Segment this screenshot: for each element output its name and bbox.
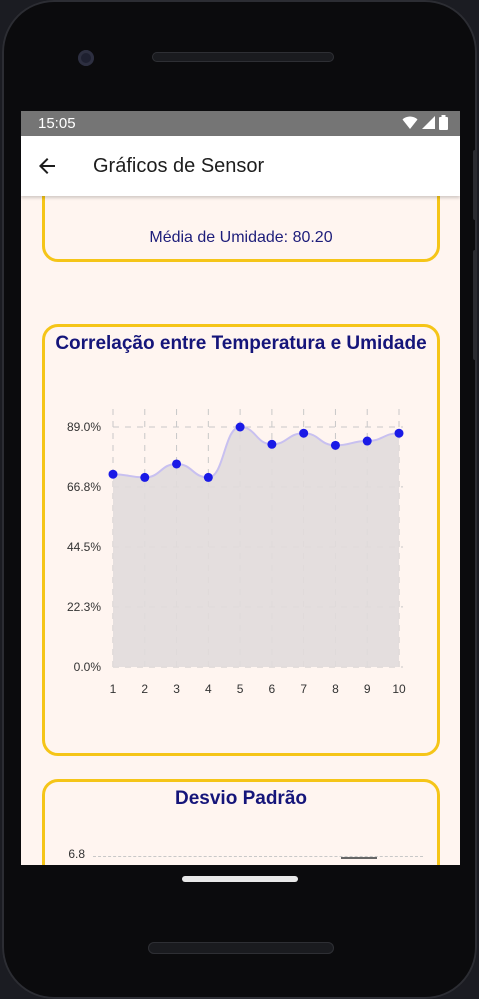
status-bar: 15:05 — [21, 111, 460, 136]
data-point — [394, 428, 404, 438]
y-tick-label: 66.8% — [67, 480, 101, 494]
desvio-bar-top — [341, 857, 377, 859]
desvio-title: Desvio Padrão — [175, 788, 307, 809]
x-tick-label: 4 — [205, 682, 212, 696]
page-title: Gráficos de Sensor — [93, 155, 265, 177]
status-icons — [402, 115, 448, 130]
app-bar: Gráficos de Sensor — [21, 136, 460, 196]
data-point — [172, 459, 182, 469]
data-point — [299, 428, 309, 438]
status-time: 15:05 — [38, 115, 76, 132]
home-indicator[interactable] — [182, 876, 298, 882]
data-point — [235, 422, 245, 432]
y-tick-label: 44.5% — [67, 540, 101, 554]
x-tick-label: 5 — [237, 682, 244, 696]
correlacao-title: Correlação entre Temperatura e Umidade — [55, 333, 427, 354]
correlacao-card: Correlação entre Temperatura e Umidade 8… — [42, 324, 440, 756]
data-point — [330, 440, 340, 450]
x-tick-label: 2 — [141, 682, 148, 696]
power-button — [473, 150, 477, 220]
area-fill — [113, 427, 399, 667]
x-tick-label: 3 — [173, 682, 180, 696]
data-point — [108, 469, 118, 479]
arrow-back-icon[interactable] — [35, 154, 59, 178]
desvio-y-tick: 6.8 — [68, 847, 85, 861]
desvio-grid-line — [93, 856, 423, 857]
desvio-card: Desvio Padrão 6.8 — [42, 779, 440, 865]
data-point — [267, 439, 277, 449]
earpiece-speaker — [152, 52, 334, 62]
correlacao-chart: 89.0% 66.8% 44.5% 22.3% 0.0% 1 2 3 4 5 6 7 8 9 10 — [67, 409, 406, 696]
battery-icon — [439, 115, 448, 130]
y-tick-label: 0.0% — [74, 660, 102, 674]
signal-icon — [422, 116, 435, 129]
series-line — [112, 425, 400, 479]
y-tick-label: 22.3% — [67, 600, 101, 614]
x-tick-label: 1 — [110, 682, 117, 696]
x-tick-label: 10 — [392, 682, 406, 696]
data-point — [140, 472, 150, 482]
data-point — [203, 472, 213, 482]
y-tick-label: 89.0% — [67, 420, 101, 434]
front-camera — [78, 50, 94, 66]
data-point — [362, 436, 372, 446]
x-tick-label: 6 — [269, 682, 276, 696]
wifi-icon — [402, 116, 418, 129]
volume-button — [473, 250, 477, 360]
bottom-speaker — [148, 942, 334, 954]
x-tick-label: 9 — [364, 682, 371, 696]
x-tick-label: 8 — [332, 682, 339, 696]
x-tick-label: 7 — [300, 682, 307, 696]
media-umidade-label: Média de Umidade: 80.20 — [149, 229, 333, 246]
